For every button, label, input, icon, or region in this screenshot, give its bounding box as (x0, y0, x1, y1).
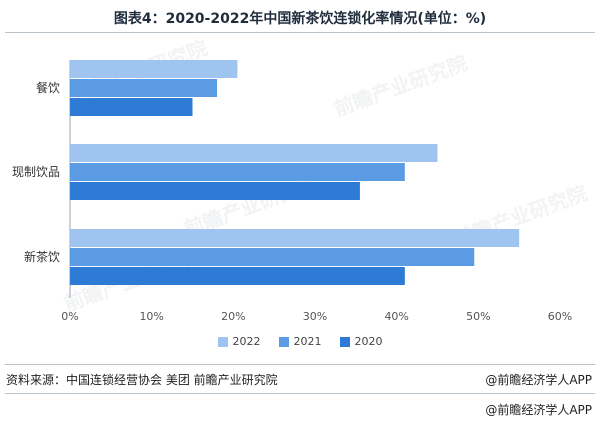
x-tick-label: 20% (221, 310, 245, 323)
bar-2022-2 (70, 229, 520, 247)
x-tick-label: 50% (466, 310, 490, 323)
legend-item-2021: 2021 (278, 335, 322, 348)
category-label: 新茶饮 (24, 249, 60, 264)
legend-item-2022: 2022 (217, 335, 261, 348)
category-label: 现制饮品 (12, 165, 60, 179)
bar-2020-0 (70, 98, 193, 116)
brand-label-bottom: @前瞻经济学人APP (485, 403, 592, 417)
legend-swatch-2020 (339, 336, 350, 347)
bar-2021-0 (70, 79, 217, 97)
bar-2020-1 (70, 182, 360, 200)
x-tick-label: 10% (139, 310, 163, 323)
x-tick-label: 0% (61, 310, 78, 323)
legend-item-2020: 2020 (339, 335, 383, 348)
x-tick-label: 60% (548, 310, 572, 323)
legend-label-2021: 2021 (293, 335, 322, 348)
legend-swatch-2022 (217, 336, 228, 347)
bar-2021-1 (70, 163, 405, 181)
legend-label-2022: 2022 (232, 335, 261, 348)
bottom-divider (5, 393, 595, 394)
legend-swatch-2021 (278, 336, 289, 347)
source-note: 资料来源：中国连锁经营协会 美团 前瞻产业研究院 (6, 373, 278, 387)
footer-divider (5, 364, 595, 365)
bar-2020-2 (70, 267, 405, 285)
bar-2021-2 (70, 248, 475, 266)
bar-2022-1 (70, 144, 438, 162)
chart-title: 图表4：2020-2022年中国新茶饮连锁化率情况(单位：%) (113, 11, 487, 27)
legend-label-2020: 2020 (354, 335, 383, 348)
category-label: 餐饮 (36, 80, 60, 95)
bar-2022-0 (70, 60, 238, 78)
title-divider (5, 32, 595, 33)
brand-label: @前瞻经济学人APP (485, 373, 592, 387)
x-tick-label: 40% (384, 310, 408, 323)
x-tick-label: 30% (303, 310, 327, 323)
chart-legend: 2022 2021 2020 (0, 335, 600, 348)
